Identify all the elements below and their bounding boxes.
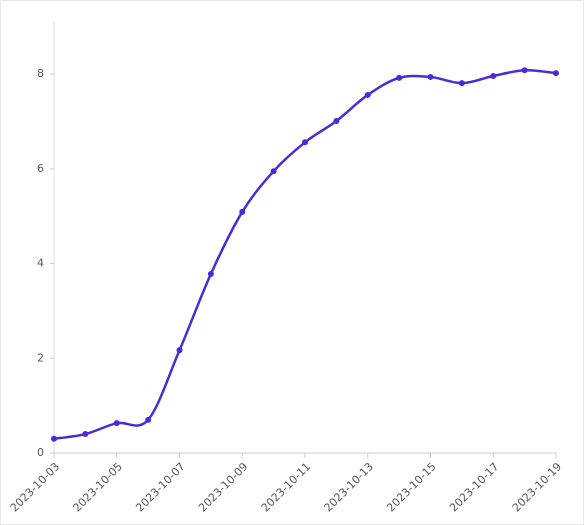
point [364, 91, 371, 98]
point [458, 80, 465, 87]
point [302, 139, 308, 146]
y-tick-label: 2 [37, 351, 44, 364]
point [553, 70, 559, 77]
y-tick-label: 0 [37, 446, 44, 459]
y-tick-label: 4 [37, 257, 44, 270]
point [82, 431, 89, 438]
point [490, 72, 497, 79]
point [207, 270, 214, 277]
point [239, 208, 246, 215]
point [113, 420, 120, 427]
y-tick-label: 8 [37, 67, 44, 80]
point [51, 435, 57, 442]
point [396, 74, 403, 81]
point [521, 67, 528, 74]
point [333, 117, 340, 124]
point [176, 347, 183, 354]
point [427, 73, 434, 80]
point [270, 168, 277, 175]
point [145, 416, 152, 423]
y-tick-label: 6 [37, 162, 44, 175]
line [53, 69, 557, 441]
